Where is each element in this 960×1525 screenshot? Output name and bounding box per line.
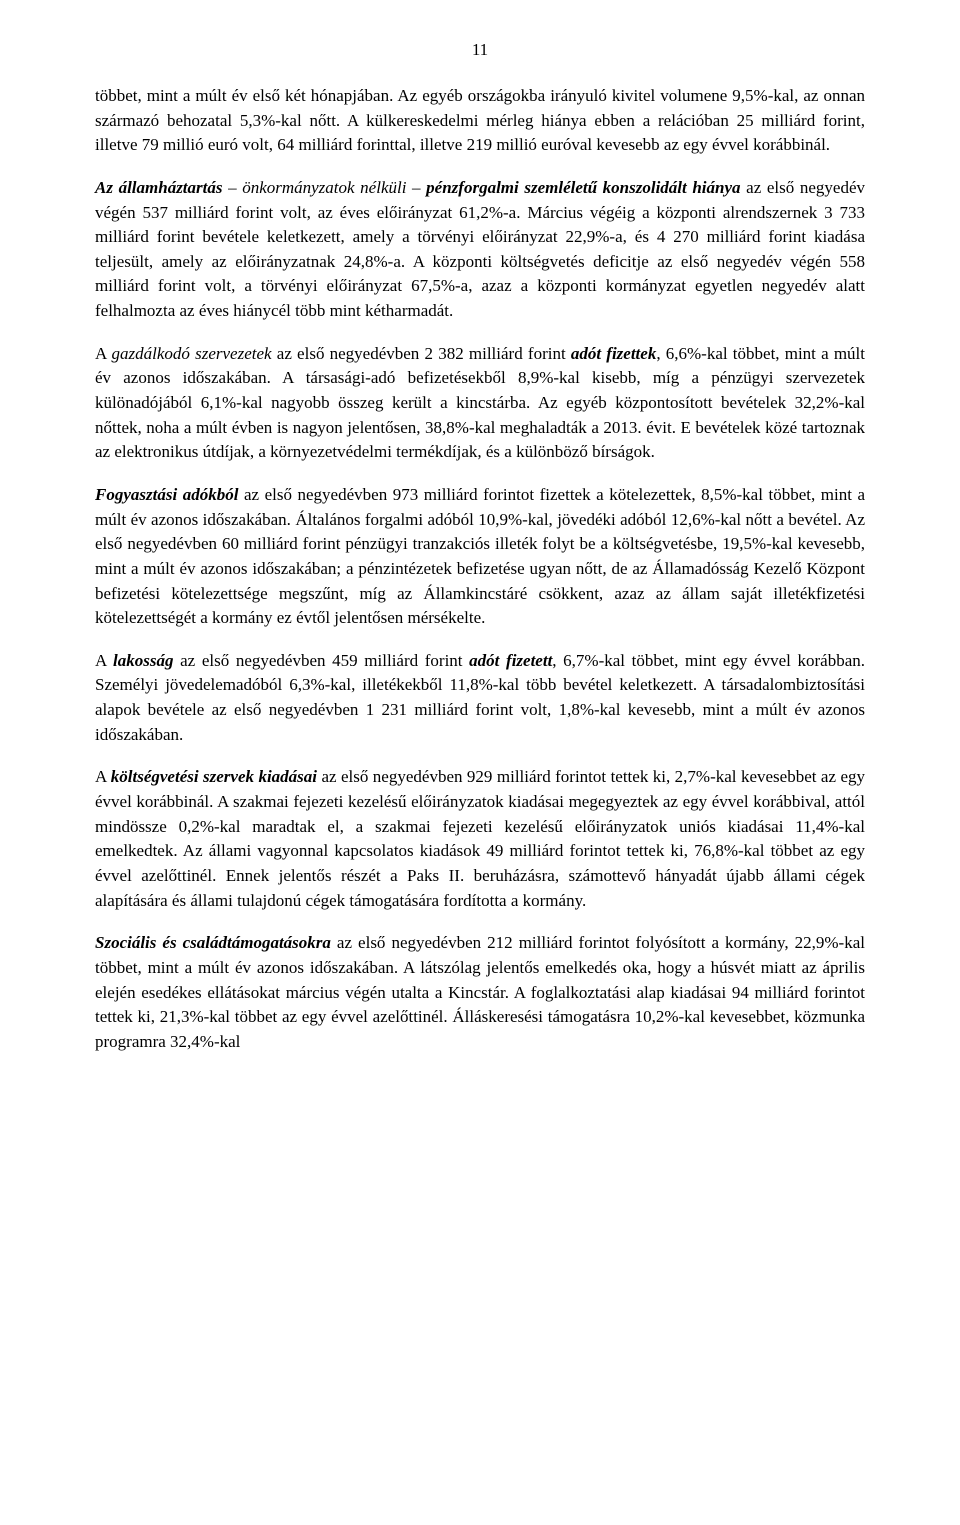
text-span: az első negyedévben 929 milliárd forinto… [95, 767, 865, 909]
text-span-bolditalic: Az államháztartás [95, 178, 222, 197]
paragraph-5: A lakosság az első negyedévben 459 milli… [95, 649, 865, 748]
text-span: az első negyedév végén 537 milliárd fori… [95, 178, 865, 320]
text-span-bolditalic: Szociális és családtámogatásokra [95, 933, 331, 952]
text-span: az első negyedévben 459 milliárd forint [173, 651, 469, 670]
page-number: 11 [95, 40, 865, 60]
paragraph-3: A gazdálkodó szervezetek az első negyedé… [95, 342, 865, 465]
text-span: A [95, 344, 112, 363]
text-span: az első negyedévben 2 382 milliárd forin… [272, 344, 571, 363]
paragraph-2: Az államháztartás – önkormányzatok nélkü… [95, 176, 865, 324]
paragraph-6: A költségvetési szervek kiadásai az első… [95, 765, 865, 913]
text-span-italic: gazdálkodó szervezetek [112, 344, 272, 363]
text-span-bolditalic: adót fizettek [571, 344, 656, 363]
text-span: többet, mint a múlt év első két hónapjáb… [95, 86, 865, 154]
paragraph-1: többet, mint a múlt év első két hónapjáb… [95, 84, 865, 158]
paragraph-7: Szociális és családtámogatásokra az első… [95, 931, 865, 1054]
text-span-bolditalic: pénzforgalmi szemléletű konszolidált hiá… [426, 178, 740, 197]
text-span-bolditalic: lakosság [113, 651, 173, 670]
text-span-bolditalic: Fogyasztási adókból [95, 485, 238, 504]
text-span: az első negyedévben 973 milliárd forinto… [95, 485, 865, 627]
text-span-bolditalic: adót fizetett [469, 651, 552, 670]
text-span-bolditalic: költségvetési szervek kiadásai [111, 767, 317, 786]
text-span-italic: – önkormányzatok nélküli – [222, 178, 426, 197]
text-span: A [95, 651, 113, 670]
paragraph-4: Fogyasztási adókból az első negyedévben … [95, 483, 865, 631]
document-page: 11 többet, mint a múlt év első két hónap… [0, 0, 960, 1525]
text-span: A [95, 767, 111, 786]
